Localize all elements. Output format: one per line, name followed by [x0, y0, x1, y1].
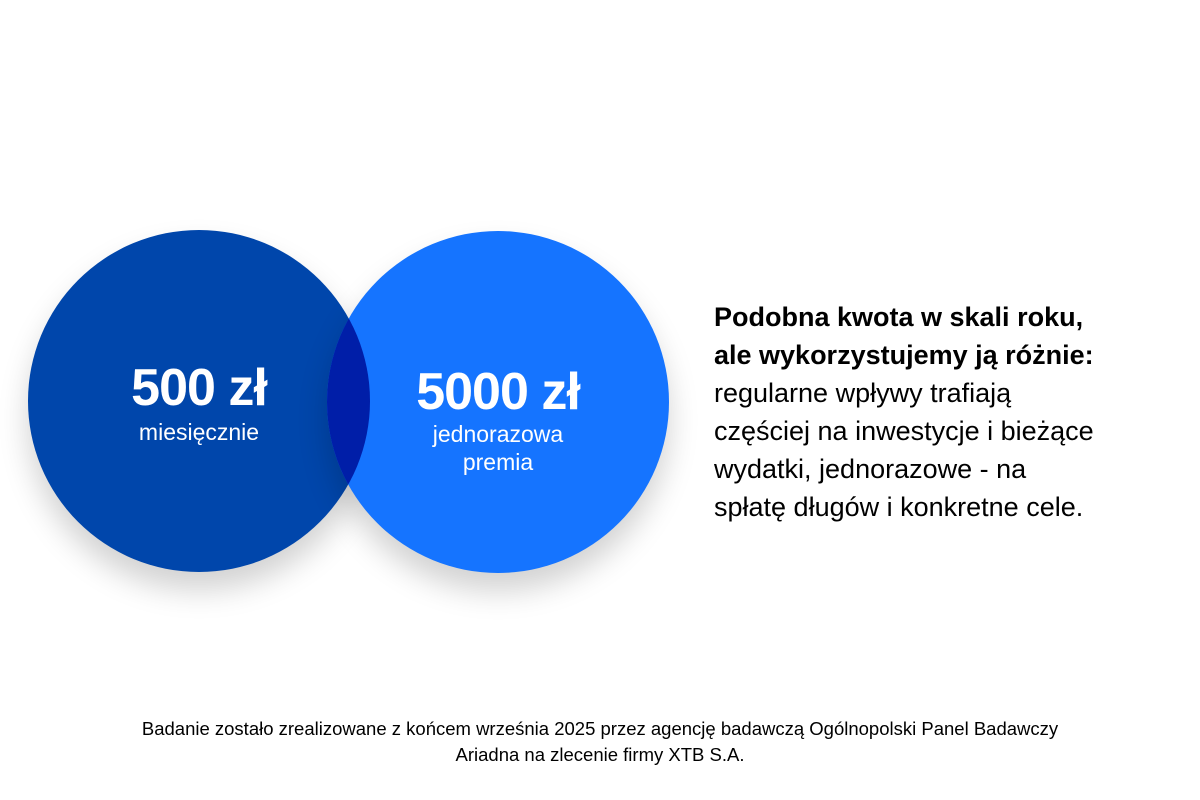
footnote-line-1: Badanie zostało zrealizowane z końcem wr…: [141, 718, 1059, 739]
monthly-amount: 500 zł: [131, 359, 268, 417]
summary-line: wydatki, jednorazowe - na: [714, 454, 1027, 484]
summary-line: spłatę długów i konkretne cele.: [714, 492, 1084, 522]
one-time-caption-1: jednorazowa: [432, 421, 564, 447]
summary-heading-2: ale wykorzystujemy ją różnie:: [714, 340, 1094, 370]
summary-line: regularne wpływy trafiają: [714, 378, 1012, 408]
one-time-amount: 5000 zł: [416, 363, 581, 421]
footnote: Badanie zostało zrealizowane z końcem wr…: [0, 716, 1200, 768]
summary-heading-1: Podobna kwota w skali roku,: [714, 302, 1084, 332]
summary-text: Podobna kwota w skali roku, ale wykorzys…: [714, 298, 1094, 526]
one-time-caption-2: premia: [462, 449, 534, 475]
monthly-caption: miesięcznie: [138, 419, 260, 445]
footnote-line-2: Ariadna na zlecenie firmy XTB S.A.: [455, 744, 745, 765]
one-time-circle: [327, 231, 669, 573]
monthly-circle: [28, 230, 370, 572]
summary-line: częściej na inwestycje i bieżące: [714, 416, 1094, 446]
